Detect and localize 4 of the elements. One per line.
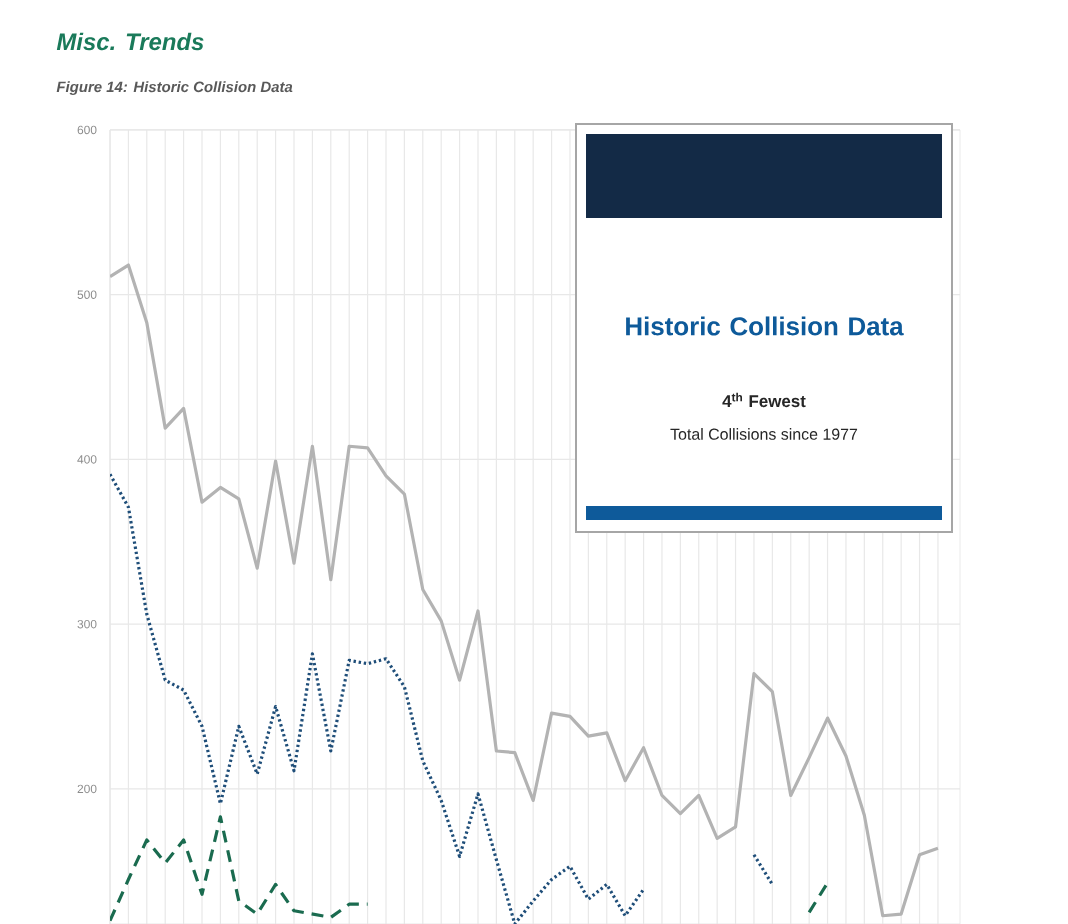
chart-title: Misc. Trends xyxy=(56,32,204,51)
annotation: 4$^{th}$ Fewest xyxy=(722,392,806,408)
line-series xyxy=(110,263,940,918)
annotation: Historic Collision Data xyxy=(626,316,904,336)
